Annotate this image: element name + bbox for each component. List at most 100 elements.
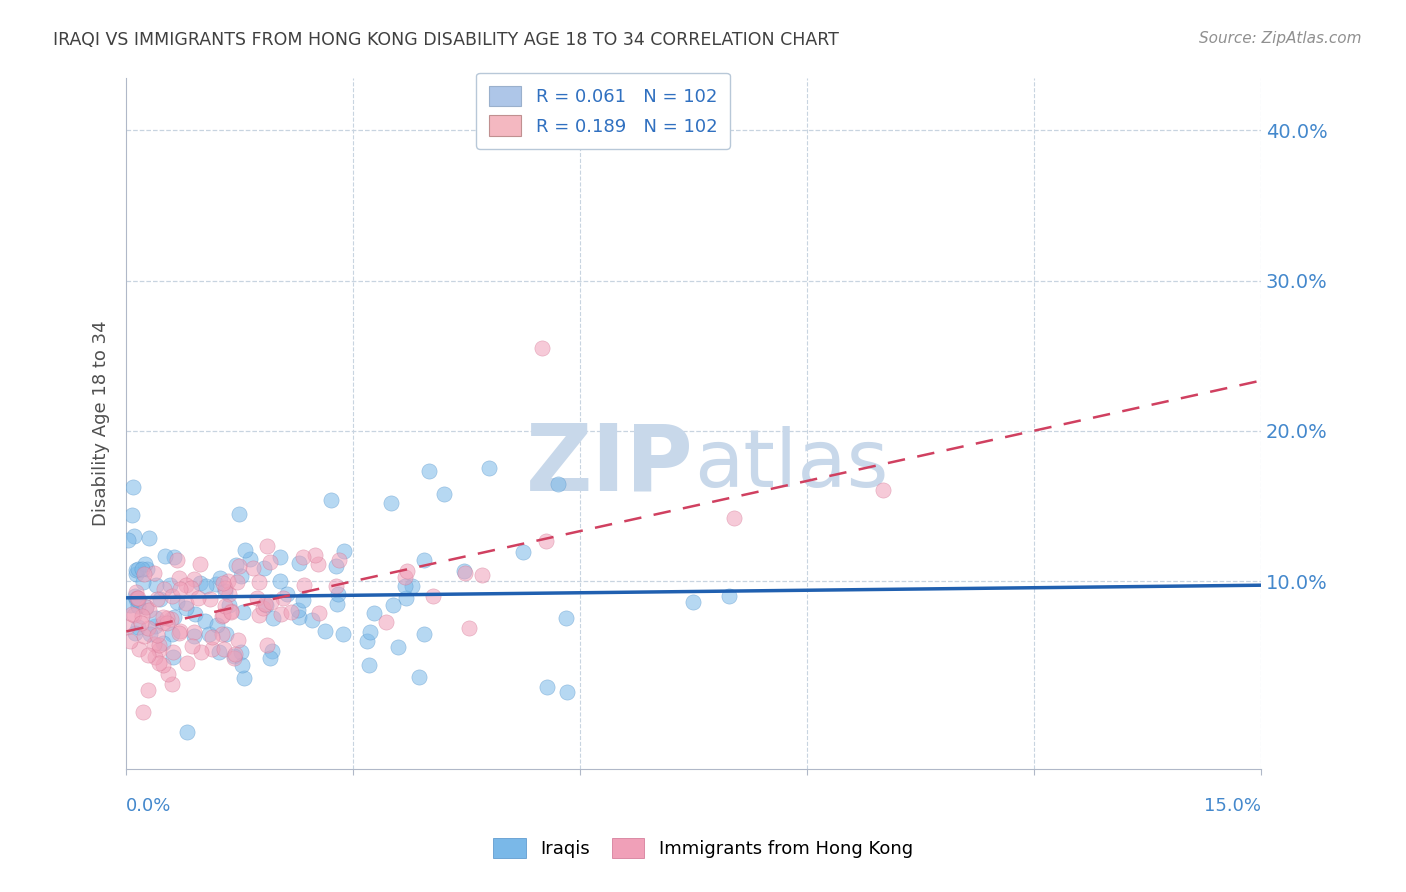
- Point: [118, 633, 141, 648]
- Point: [194, 614, 217, 628]
- Point: [120, 598, 142, 612]
- Point: [554, 610, 576, 624]
- Point: [471, 567, 494, 582]
- Point: [287, 603, 309, 617]
- Point: [217, 574, 239, 588]
- Point: [145, 611, 167, 625]
- Point: [145, 578, 167, 592]
- Legend: R = 0.061   N = 102, R = 0.189   N = 102: R = 0.061 N = 102, R = 0.189 N = 102: [477, 73, 730, 149]
- Point: [253, 560, 276, 574]
- Point: [146, 591, 169, 606]
- Point: [138, 531, 160, 545]
- Point: [682, 595, 704, 609]
- Point: [134, 566, 156, 581]
- Point: [163, 610, 186, 624]
- Legend: Iraqis, Immigrants from Hong Kong: Iraqis, Immigrants from Hong Kong: [484, 829, 922, 867]
- Point: [276, 587, 298, 601]
- Point: [363, 606, 385, 620]
- Point: [201, 642, 224, 657]
- Point: [200, 630, 222, 644]
- Point: [162, 649, 184, 664]
- Point: [357, 658, 380, 673]
- Point: [326, 597, 349, 611]
- Point: [233, 543, 256, 558]
- Point: [135, 599, 157, 614]
- Point: [148, 642, 170, 657]
- Point: [211, 609, 233, 624]
- Point: [536, 680, 558, 694]
- Point: [152, 635, 174, 649]
- Point: [162, 645, 184, 659]
- Point: [156, 610, 179, 624]
- Point: [356, 634, 378, 648]
- Point: [139, 627, 162, 641]
- Point: [536, 534, 558, 549]
- Point: [159, 612, 181, 626]
- Point: [152, 658, 174, 673]
- Point: [183, 572, 205, 586]
- Point: [457, 621, 479, 635]
- Point: [422, 589, 444, 603]
- Point: [224, 647, 246, 661]
- Point: [256, 638, 278, 652]
- Point: [212, 608, 235, 623]
- Point: [215, 626, 238, 640]
- Point: [132, 629, 155, 643]
- Point: [717, 589, 740, 603]
- Point: [288, 557, 311, 571]
- Point: [163, 549, 186, 564]
- Point: [160, 627, 183, 641]
- Point: [115, 620, 138, 634]
- Point: [167, 571, 190, 585]
- Point: [129, 615, 152, 630]
- Point: [183, 624, 205, 639]
- Point: [259, 556, 281, 570]
- Point: [187, 591, 209, 605]
- Point: [127, 591, 149, 605]
- Point: [180, 581, 202, 595]
- Point: [221, 604, 243, 618]
- Point: [138, 621, 160, 635]
- Point: [512, 545, 534, 559]
- Point: [138, 683, 160, 698]
- Point: [167, 625, 190, 640]
- Point: [195, 579, 218, 593]
- Point: [359, 624, 381, 639]
- Point: [269, 574, 291, 588]
- Point: [228, 558, 250, 573]
- Point: [162, 677, 184, 691]
- Point: [212, 576, 235, 591]
- Text: atlas: atlas: [693, 425, 889, 504]
- Point: [246, 591, 269, 605]
- Point: [188, 576, 211, 591]
- Point: [148, 638, 170, 652]
- Point: [209, 571, 232, 585]
- Point: [308, 607, 330, 621]
- Point: [176, 657, 198, 671]
- Point: [454, 566, 477, 581]
- Point: [138, 603, 160, 617]
- Point: [157, 667, 180, 681]
- Point: [395, 591, 418, 606]
- Point: [256, 539, 278, 553]
- Point: [307, 558, 329, 572]
- Point: [135, 599, 157, 614]
- Point: [149, 591, 172, 606]
- Point: [207, 617, 229, 632]
- Point: [143, 619, 166, 633]
- Point: [125, 585, 148, 599]
- Point: [122, 607, 145, 622]
- Point: [249, 608, 271, 623]
- Point: [124, 626, 146, 640]
- Point: [413, 626, 436, 640]
- Point: [166, 553, 188, 567]
- Point: [232, 605, 254, 619]
- Point: [121, 607, 143, 621]
- Point: [169, 624, 191, 638]
- Point: [143, 649, 166, 664]
- Point: [162, 589, 184, 603]
- Point: [260, 595, 283, 609]
- Text: ZIP: ZIP: [526, 420, 693, 510]
- Point: [184, 607, 207, 621]
- Point: [153, 549, 176, 563]
